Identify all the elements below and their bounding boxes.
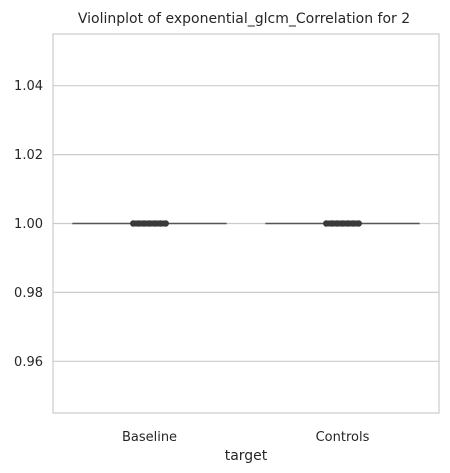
data-point xyxy=(355,220,362,227)
x-axis-label: target xyxy=(225,448,268,464)
data-point xyxy=(323,220,330,227)
x-tick-label: Baseline xyxy=(122,430,177,445)
data-point xyxy=(140,220,148,227)
y-tick-label: 1.02 xyxy=(14,148,43,163)
data-point xyxy=(130,220,137,227)
x-tick-label: Controls xyxy=(316,430,370,445)
violins xyxy=(72,220,420,227)
data-point xyxy=(328,220,335,227)
plot-frame xyxy=(52,33,440,414)
data-point xyxy=(350,220,357,227)
data-point xyxy=(135,220,142,227)
y-axis-ticks: 0.96 0.98 1.00 1.02 1.04 xyxy=(14,79,43,370)
data-point xyxy=(339,220,346,227)
data-point xyxy=(157,220,164,227)
x-axis-ticks: Baseline Controls xyxy=(122,430,370,445)
data-point xyxy=(333,220,341,227)
data-point xyxy=(151,220,159,227)
data-point xyxy=(344,220,352,227)
data-point xyxy=(162,220,169,227)
data-point xyxy=(146,220,153,227)
chart-title: Violinplot of exponential_glcm_Correlati… xyxy=(78,11,410,27)
y-tick-label: 1.00 xyxy=(14,217,43,232)
y-tick-label: 1.04 xyxy=(14,79,43,94)
y-tick-label: 0.98 xyxy=(14,286,43,301)
y-tick-label: 0.96 xyxy=(14,355,43,370)
